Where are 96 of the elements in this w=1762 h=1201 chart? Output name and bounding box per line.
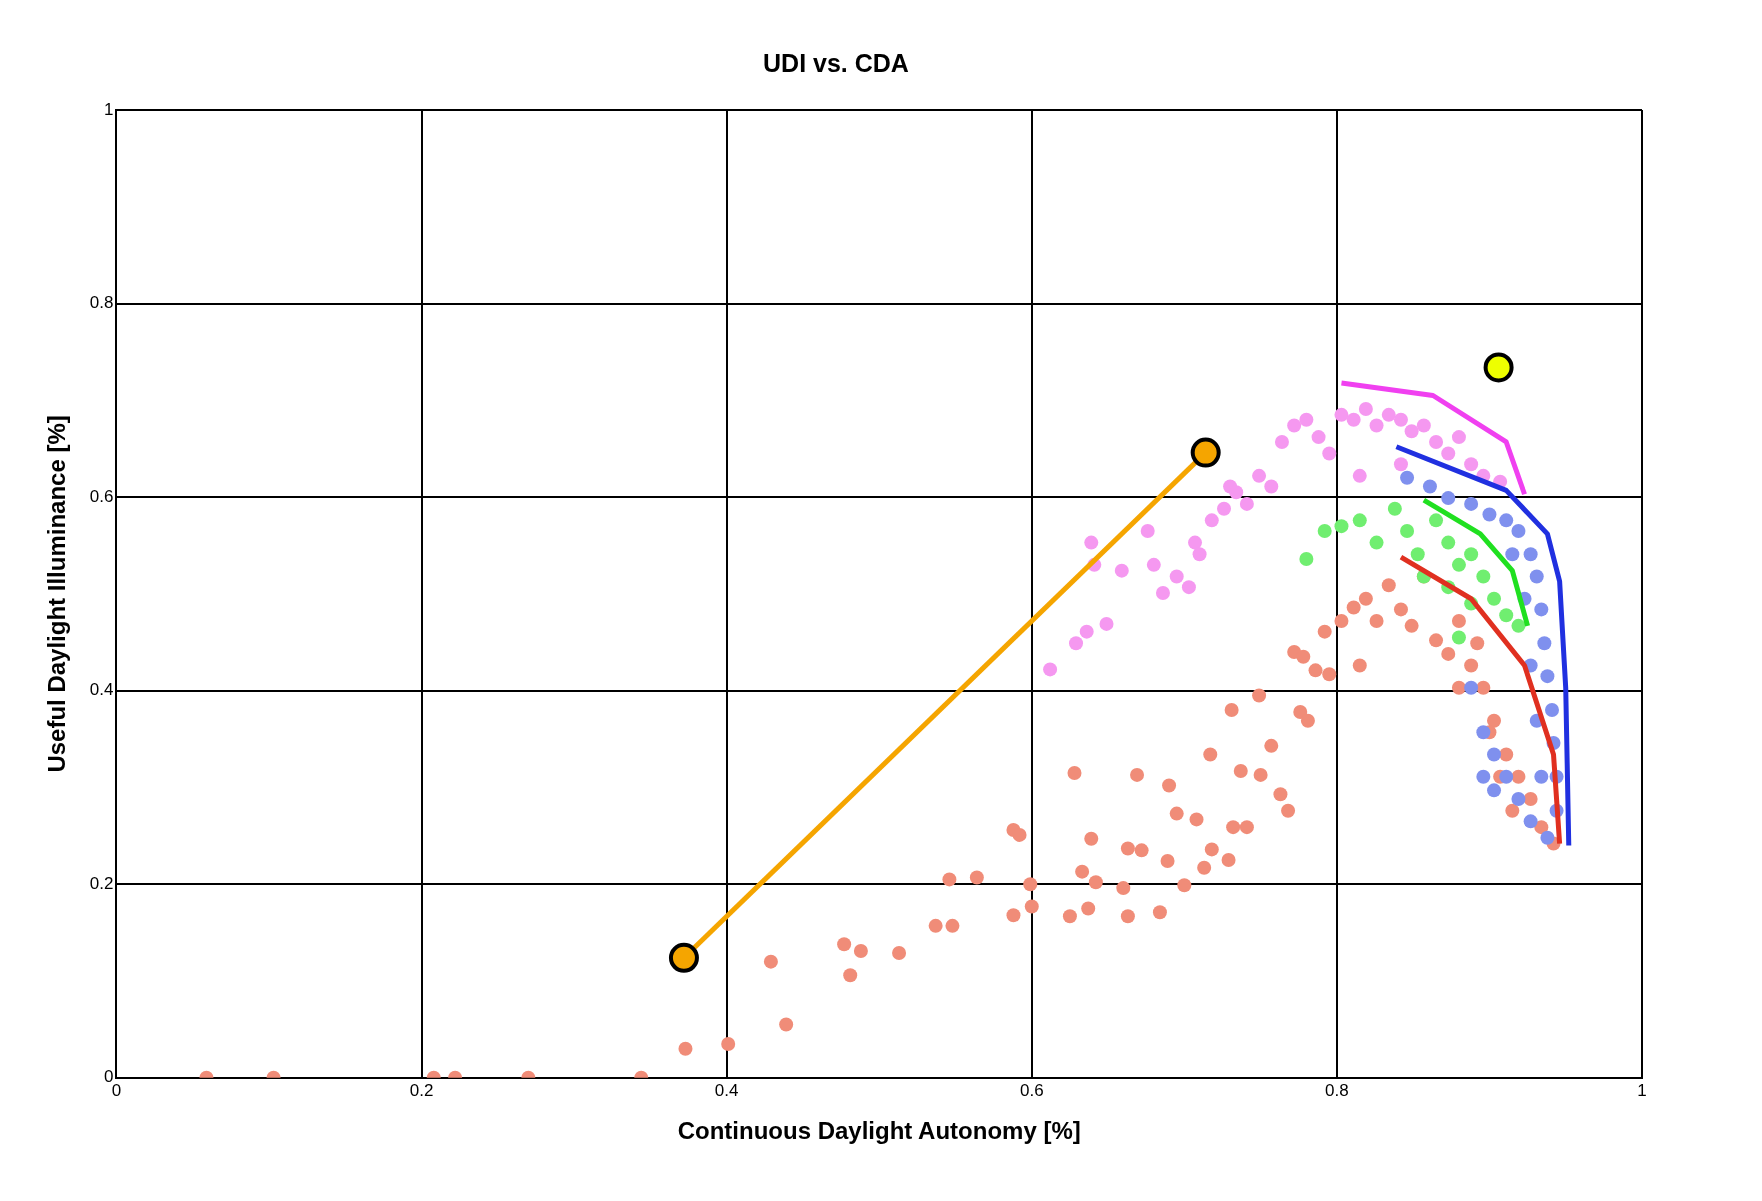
- y-tick-label: 0.6: [89, 486, 114, 506]
- point: [1476, 769, 1491, 784]
- point: [1487, 591, 1502, 606]
- point: [1529, 569, 1544, 584]
- point: [1334, 407, 1349, 422]
- point: [1043, 662, 1058, 677]
- point: [1079, 624, 1094, 639]
- point: [1369, 418, 1384, 433]
- point: [1482, 507, 1497, 522]
- x-tick-label: 0.4: [714, 1080, 739, 1100]
- point: [1190, 437, 1221, 468]
- point: [1476, 725, 1491, 740]
- point: [1511, 523, 1526, 538]
- point: [1429, 513, 1444, 528]
- point: [1155, 585, 1170, 600]
- point: [1464, 496, 1479, 511]
- point: [1523, 547, 1538, 562]
- point: [1441, 491, 1456, 506]
- point: [1487, 747, 1502, 762]
- point: [1387, 501, 1402, 516]
- point: [1410, 547, 1425, 562]
- y-tick-label: 0.2: [89, 873, 114, 893]
- point: [1216, 501, 1231, 516]
- point: [1114, 563, 1129, 578]
- point: [1499, 608, 1514, 623]
- point: [1140, 523, 1155, 538]
- x-tick-label: 0.6: [1019, 1080, 1044, 1100]
- point: [1099, 616, 1114, 631]
- chart-title: UDI vs. CDA: [763, 48, 909, 77]
- point: [1287, 418, 1302, 433]
- point: [1476, 569, 1491, 584]
- y-tick-label: 0.4: [89, 680, 114, 700]
- point: [1358, 402, 1373, 417]
- point: [1499, 513, 1514, 528]
- point: [1505, 547, 1520, 562]
- point: [1422, 479, 1437, 494]
- point: [1334, 519, 1349, 534]
- point: [1451, 557, 1466, 572]
- point: [1229, 485, 1244, 500]
- point: [1084, 535, 1099, 550]
- point: [1429, 434, 1444, 449]
- point: [1188, 535, 1203, 550]
- point: [1299, 412, 1314, 427]
- point: [1400, 470, 1415, 485]
- point: [1537, 636, 1552, 651]
- point: [1393, 412, 1408, 427]
- point: [1404, 424, 1419, 439]
- point: [1369, 535, 1384, 550]
- point: [1252, 468, 1267, 483]
- point: [1264, 479, 1279, 494]
- point: [1441, 446, 1456, 461]
- point: [1451, 430, 1466, 445]
- point: [1540, 830, 1555, 845]
- point: [1381, 407, 1396, 422]
- x-tick-label: 1: [1637, 1080, 1647, 1100]
- point: [1299, 552, 1314, 567]
- point: [1317, 523, 1332, 538]
- point: [1464, 457, 1479, 472]
- point: [1346, 412, 1361, 427]
- point: [1511, 618, 1526, 633]
- point: [1274, 434, 1289, 449]
- y-axis-title: Useful Daylight Illuminance [%]: [43, 415, 71, 773]
- y-tick-label: 1: [103, 99, 114, 119]
- point: [1464, 547, 1479, 562]
- point: [1204, 513, 1219, 528]
- point: [1483, 352, 1514, 383]
- x-tick-label: 0.8: [1325, 1080, 1349, 1100]
- point: [1169, 569, 1184, 584]
- point: [1069, 636, 1084, 651]
- point: [1544, 703, 1559, 718]
- point: [1499, 769, 1514, 784]
- point: [1464, 680, 1479, 695]
- point: [1400, 523, 1415, 538]
- y-tick-label: 0: [103, 1067, 114, 1087]
- point: [1441, 535, 1456, 550]
- point: [1146, 557, 1161, 572]
- point: [1416, 418, 1431, 433]
- x-tick-label: 0.2: [409, 1080, 434, 1100]
- point: [1192, 547, 1207, 562]
- point: [1534, 769, 1549, 784]
- point: [1311, 430, 1326, 445]
- point: [1393, 457, 1408, 472]
- point: [1534, 602, 1549, 617]
- point: [1352, 513, 1367, 528]
- point: [1487, 783, 1502, 798]
- point: [1511, 792, 1526, 807]
- y-tick-label: 0.8: [89, 293, 114, 313]
- point: [1352, 468, 1367, 483]
- x-axis-title: Continuous Daylight Autonomy [%]: [677, 1117, 1081, 1145]
- point: [1451, 630, 1466, 645]
- point: [1322, 446, 1337, 461]
- point: [1239, 496, 1254, 511]
- point: [1540, 669, 1555, 684]
- point: [1181, 580, 1196, 595]
- point: [668, 942, 699, 973]
- point: [1523, 814, 1538, 829]
